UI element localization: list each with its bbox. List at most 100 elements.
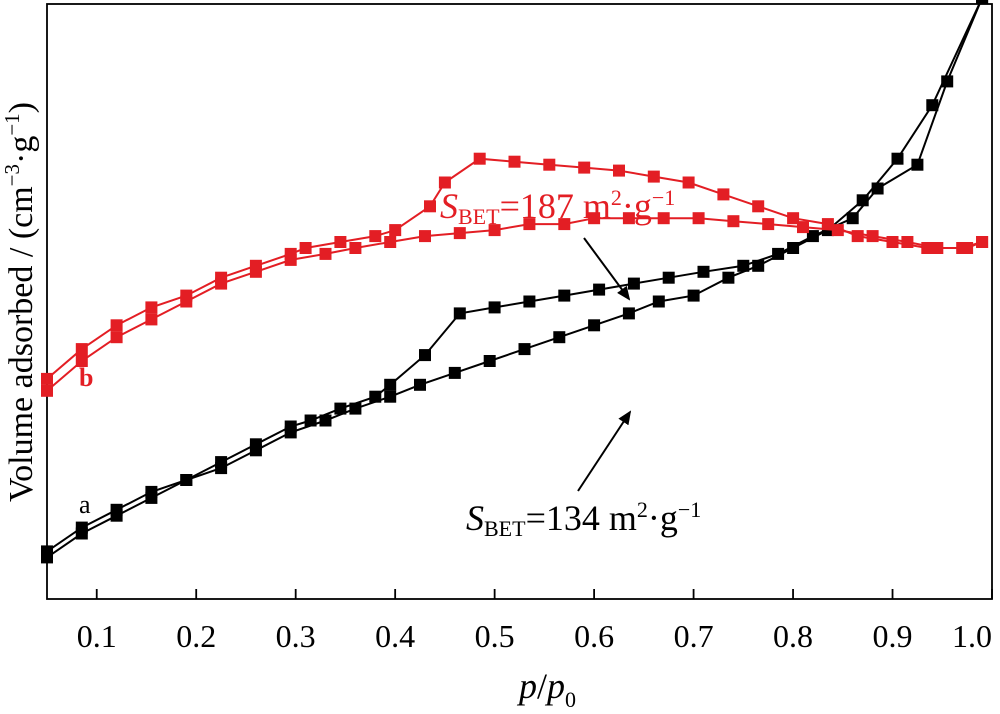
series-b-adsorption-point xyxy=(110,331,123,344)
series-b-desorption-point xyxy=(299,242,312,254)
series-b-desorption-point xyxy=(249,259,262,272)
series-b-adsorption-point xyxy=(319,247,332,260)
annotation-b-value: =187 m xyxy=(500,186,611,226)
series-a-desorption-point xyxy=(737,259,750,272)
series-a-desorption-point xyxy=(871,182,884,195)
series-a-adsorption-point xyxy=(752,259,765,272)
annotation-a-sup: 2 xyxy=(637,497,648,522)
series-a-desorption-point xyxy=(215,456,228,469)
series-b-desorption-point xyxy=(75,343,88,356)
series-a-desorption-point xyxy=(180,474,193,486)
series-a-desorption-point xyxy=(976,0,989,4)
series-b-desorption-point xyxy=(215,271,228,284)
y-axis-label-end: ) xyxy=(3,102,40,113)
series-b-desorption-point xyxy=(578,161,591,174)
series-b-desorption-point xyxy=(334,236,347,248)
x-tick-label: 0.4 xyxy=(375,618,415,654)
x-axis-label-sub: 0 xyxy=(565,687,576,712)
series-b-adsorption-point xyxy=(762,218,775,231)
series-a-desorption-point xyxy=(384,378,397,391)
series-b-adsorption-point xyxy=(523,218,536,231)
x-tick-label: 0.9 xyxy=(873,618,913,654)
x-tick-label: 0.8 xyxy=(773,618,813,654)
series-a-adsorption-point xyxy=(349,402,362,415)
series-a-adsorption-point xyxy=(414,378,426,391)
series-a-adsorption-point xyxy=(384,390,397,403)
series-label-a: a xyxy=(79,490,91,519)
series-b-desorption-point xyxy=(145,301,158,314)
series-a-desorption-point xyxy=(453,307,466,320)
series-a-adsorption-line xyxy=(46,0,983,559)
plot-frame xyxy=(46,3,993,600)
series-a-adsorption-point xyxy=(687,289,700,302)
annotation-sbet-b: SBET=187 m2·g−1 xyxy=(440,185,675,229)
x-axis-label: p/p0 xyxy=(516,666,576,712)
series-label-b: b xyxy=(79,363,93,392)
y-axis-label-mid: ·g xyxy=(3,136,40,164)
series-a-desorption-point xyxy=(806,230,819,243)
y-axis-label-sup1: −3 xyxy=(0,164,24,186)
series-a-desorption-point xyxy=(523,295,536,308)
series-b-desorption-point xyxy=(180,289,193,302)
series-a-desorption-point xyxy=(304,414,317,427)
y-axis-label-sup2: −1 xyxy=(0,113,24,135)
series-b-adsorption-point xyxy=(727,215,740,228)
series-a-desorption-point xyxy=(662,271,675,284)
annotation-sbet-a: SBET=134 m2·g−1 xyxy=(466,497,701,541)
series-b-desorption-point xyxy=(976,236,989,248)
annotation-a-sup2: −1 xyxy=(678,497,701,522)
series-b-desorption-point xyxy=(110,319,123,332)
series-a-desorption-point xyxy=(558,289,571,302)
x-tick-label: 1.0 xyxy=(952,618,992,654)
series-a-adsorption-point xyxy=(483,355,496,367)
series-b-desorption-point xyxy=(886,236,899,248)
series-b-desorption-point xyxy=(284,247,297,260)
series-b-desorption-point xyxy=(821,218,834,231)
series-b-adsorption-point xyxy=(384,236,397,248)
series-b-desorption-point xyxy=(389,224,402,237)
annotation-a-unit: ·g xyxy=(648,498,678,538)
series-a-adsorption-point xyxy=(652,295,665,308)
series-a-desorption-point xyxy=(75,521,88,534)
series-a-desorption-point xyxy=(284,420,297,433)
series-a-desorption-point xyxy=(488,301,501,314)
series-a-desorption-point xyxy=(110,503,123,516)
series-a-adsorption-point xyxy=(319,414,332,427)
series-b-desorption-point xyxy=(682,176,695,189)
y-axis-label-text: Volume adsorbed / (cm xyxy=(3,186,40,502)
x-tick-label: 0.7 xyxy=(674,618,714,654)
annotation-b-sub: BET xyxy=(458,204,500,229)
series-a-desorption-point xyxy=(334,402,347,415)
x-axis-label-p0: p xyxy=(544,666,565,706)
series-b-desorption-point xyxy=(438,176,451,189)
series-a-desorption-point xyxy=(911,158,924,171)
series-b-desorption-point xyxy=(424,200,436,213)
series-b-adsorption-point xyxy=(75,355,88,367)
x-tick-label: 0.6 xyxy=(574,618,614,654)
series-b-adsorption-point xyxy=(657,212,670,225)
series-b-adsorption-point xyxy=(588,212,601,225)
series-a-desorption-point xyxy=(627,277,640,290)
annotation-a-value: =134 m xyxy=(526,498,637,538)
series-a-adsorption-point xyxy=(553,331,566,344)
series-layer xyxy=(41,0,989,564)
series-a-adsorption-point xyxy=(448,366,461,379)
series-a-adsorption-point xyxy=(891,152,904,165)
series-b-desorption-point xyxy=(851,230,864,243)
series-a-desorption-point xyxy=(772,247,785,260)
series-b-desorption-point xyxy=(921,242,934,254)
series-a-desorption-line xyxy=(46,0,983,553)
series-a-desorption-point xyxy=(941,75,954,88)
series-b-adsorption-point xyxy=(488,224,501,237)
series-b-desorption-point xyxy=(473,152,486,165)
annotation-a-arrow xyxy=(577,410,632,492)
series-b-adsorption-point xyxy=(145,313,158,326)
series-b-desorption-point xyxy=(41,372,53,385)
x-axis-label-p: p xyxy=(516,666,537,706)
series-b-adsorption-point xyxy=(692,212,705,225)
series-b-desorption-point xyxy=(613,164,625,177)
series-a-desorption-point xyxy=(593,283,606,296)
series-b-desorption-point xyxy=(956,242,969,254)
annotation-b-sup: 2 xyxy=(611,185,622,210)
